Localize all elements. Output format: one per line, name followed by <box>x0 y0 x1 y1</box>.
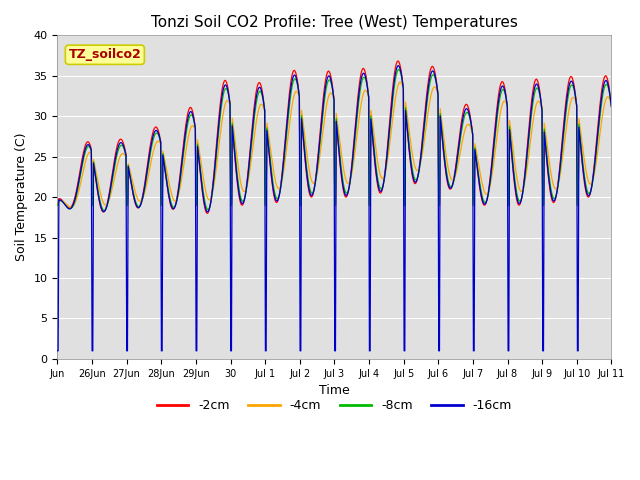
Text: TZ_soilco2: TZ_soilco2 <box>68 48 141 61</box>
Title: Tonzi Soil CO2 Profile: Tree (West) Temperatures: Tonzi Soil CO2 Profile: Tree (West) Temp… <box>151 15 518 30</box>
Legend: -2cm, -4cm, -8cm, -16cm: -2cm, -4cm, -8cm, -16cm <box>152 395 517 418</box>
Y-axis label: Soil Temperature (C): Soil Temperature (C) <box>15 133 28 262</box>
X-axis label: Time: Time <box>319 384 350 397</box>
